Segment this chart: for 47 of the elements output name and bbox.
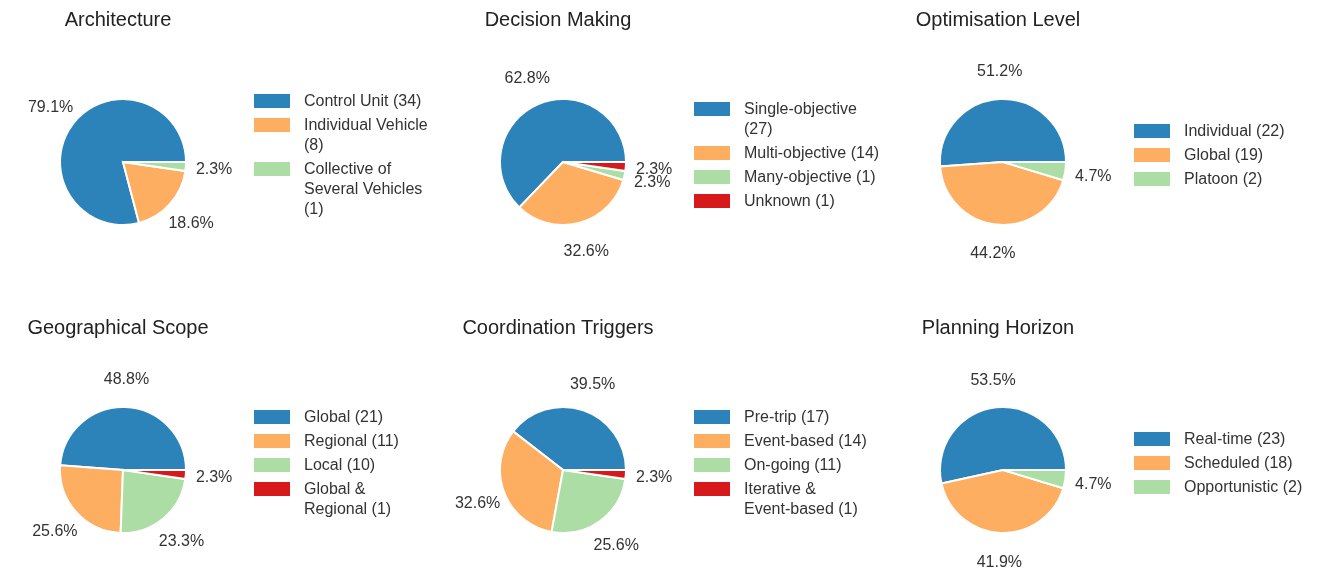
legend-label: Many-objective (1) [744,167,876,187]
legend-label: Local (10) [304,455,376,475]
data-label: 2.3% [633,173,671,191]
data-label: 18.6% [168,214,214,232]
legend-label: Collective of Several Vehicles (1) [304,159,424,219]
legend-label: Global & Regional (1) [304,479,392,519]
data-label: 25.6% [593,535,639,553]
data-label: 2.3% [195,468,233,486]
data-label: 51.2% [977,62,1023,80]
legend-label: Platoon (2) [1184,169,1263,189]
legend-label: Single-objective (27) [744,99,858,139]
data-label: 4.7% [1075,474,1112,492]
data-label: 48.8% [103,370,150,388]
legend-label: Opportunistic (2) [1184,477,1303,497]
legend-label: Individual Vehicle (8) [304,115,429,155]
legend-label: Control Unit (34) [304,91,422,111]
chart-title: Decision Making [483,8,633,31]
legend-label: Regional (11) [304,431,399,451]
data-label: 79.1% [27,97,74,115]
data-label: 2.3% [635,468,673,486]
data-label: 25.6% [32,522,78,540]
legend-label: Global (19) [1184,145,1264,165]
legend-label: On-going (11) [744,455,842,475]
data-label: 62.8% [504,69,550,87]
data-label: 32.6% [563,241,609,259]
data-label: 53.5% [970,370,1016,388]
legend-label: Iterative & Event-based (1) [744,479,858,519]
legend-label: Individual (22) [1184,121,1285,141]
chart-title: Geographical Scope [26,316,210,339]
data-label: 44.2% [970,244,1016,262]
legend-label: Real-time (23) [1184,429,1286,449]
chart-title: Optimisation Level [914,8,1082,31]
legend-label: Global (21) [304,407,384,427]
data-label: 32.6% [454,494,501,512]
legend-label: Event-based (14) [744,431,867,451]
legend-label: Pre-trip (17) [744,407,830,427]
legend-label: Scheduled (18) [1184,453,1293,473]
chart-title: Planning Horizon [920,316,1076,339]
chart-title: Architecture [63,8,173,31]
legend-label: Multi-objective (14) [744,143,880,163]
data-label: 2.3% [195,160,233,178]
legend-label: Unknown (1) [744,191,835,211]
data-label: 23.3% [158,531,205,549]
data-label: 4.7% [1075,166,1112,184]
chart-title: Coordination Triggers [461,316,655,339]
data-label: 39.5% [569,375,616,393]
data-label: 41.9% [976,552,1023,570]
